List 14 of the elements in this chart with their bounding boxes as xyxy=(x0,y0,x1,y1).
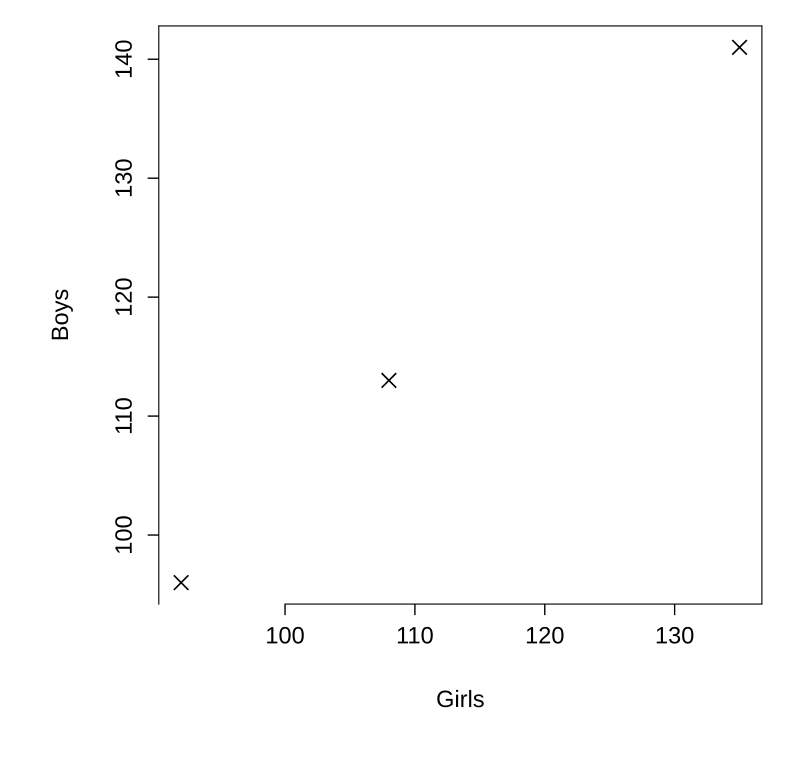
point xyxy=(380,372,398,389)
point xyxy=(731,39,748,56)
y-tick-label: 130 xyxy=(115,159,132,196)
x-tick-label: 110 xyxy=(398,626,433,644)
x-axis-title: Girls xyxy=(437,690,484,708)
x-tick-label: 120 xyxy=(526,626,564,644)
x-tick-label: 130 xyxy=(656,626,694,644)
y-tick-label: 120 xyxy=(115,278,132,316)
y-tick-label: 100 xyxy=(115,516,132,553)
y-tick-label: 140 xyxy=(115,40,132,78)
y-axis-title: Boys xyxy=(52,290,73,340)
point xyxy=(173,574,190,591)
x-tick-label: 100 xyxy=(267,626,304,644)
y-tick-label: 110 xyxy=(115,398,132,434)
